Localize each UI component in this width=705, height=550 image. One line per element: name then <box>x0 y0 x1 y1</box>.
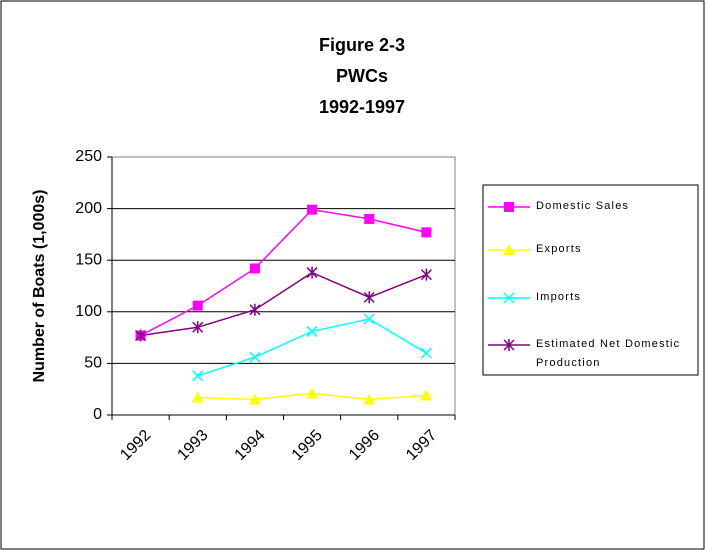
marker <box>420 268 432 281</box>
legend-label: Exports <box>536 243 582 255</box>
marker <box>503 339 515 351</box>
marker <box>248 393 261 405</box>
chart-subtitle: PWCs <box>336 66 388 86</box>
plot-area <box>111 156 456 416</box>
marker <box>421 227 432 238</box>
y-tick-label: 150 <box>75 251 102 268</box>
legend-label: Domestic Sales <box>536 200 630 212</box>
y-tick-label: 50 <box>84 355 102 372</box>
marker <box>249 263 260 274</box>
series-line <box>140 208 427 337</box>
marker <box>503 292 515 304</box>
chart-title: Figure 2-3 <box>319 35 405 55</box>
marker <box>420 347 432 359</box>
y-tick-label: 200 <box>75 200 102 217</box>
marker <box>249 351 261 363</box>
marker <box>307 204 318 215</box>
y-tick-label: 0 <box>93 406 102 423</box>
marker <box>363 393 376 405</box>
marker <box>504 202 514 212</box>
series-line <box>140 271 427 337</box>
marker <box>249 303 261 316</box>
y-axis-label: Number of Boats (1,000s) <box>31 190 48 383</box>
y-tick-label: 250 <box>75 148 102 165</box>
y-tick-label: 100 <box>75 303 102 320</box>
marker <box>192 321 204 334</box>
marker <box>363 291 375 304</box>
legend-label: Estimated Net Domestic Production <box>536 338 681 369</box>
marker <box>192 300 203 311</box>
marker <box>191 391 204 403</box>
marker <box>135 329 147 342</box>
marker <box>306 387 319 399</box>
marker <box>503 244 515 255</box>
marker <box>306 266 318 279</box>
marker <box>363 313 375 325</box>
legend-label: Imports <box>536 291 582 303</box>
marker <box>364 213 375 224</box>
marker <box>192 370 204 382</box>
marker <box>306 325 318 337</box>
marker <box>420 389 433 401</box>
chart-subtitle: 1992-1997 <box>319 97 405 117</box>
legend-box <box>482 184 699 376</box>
